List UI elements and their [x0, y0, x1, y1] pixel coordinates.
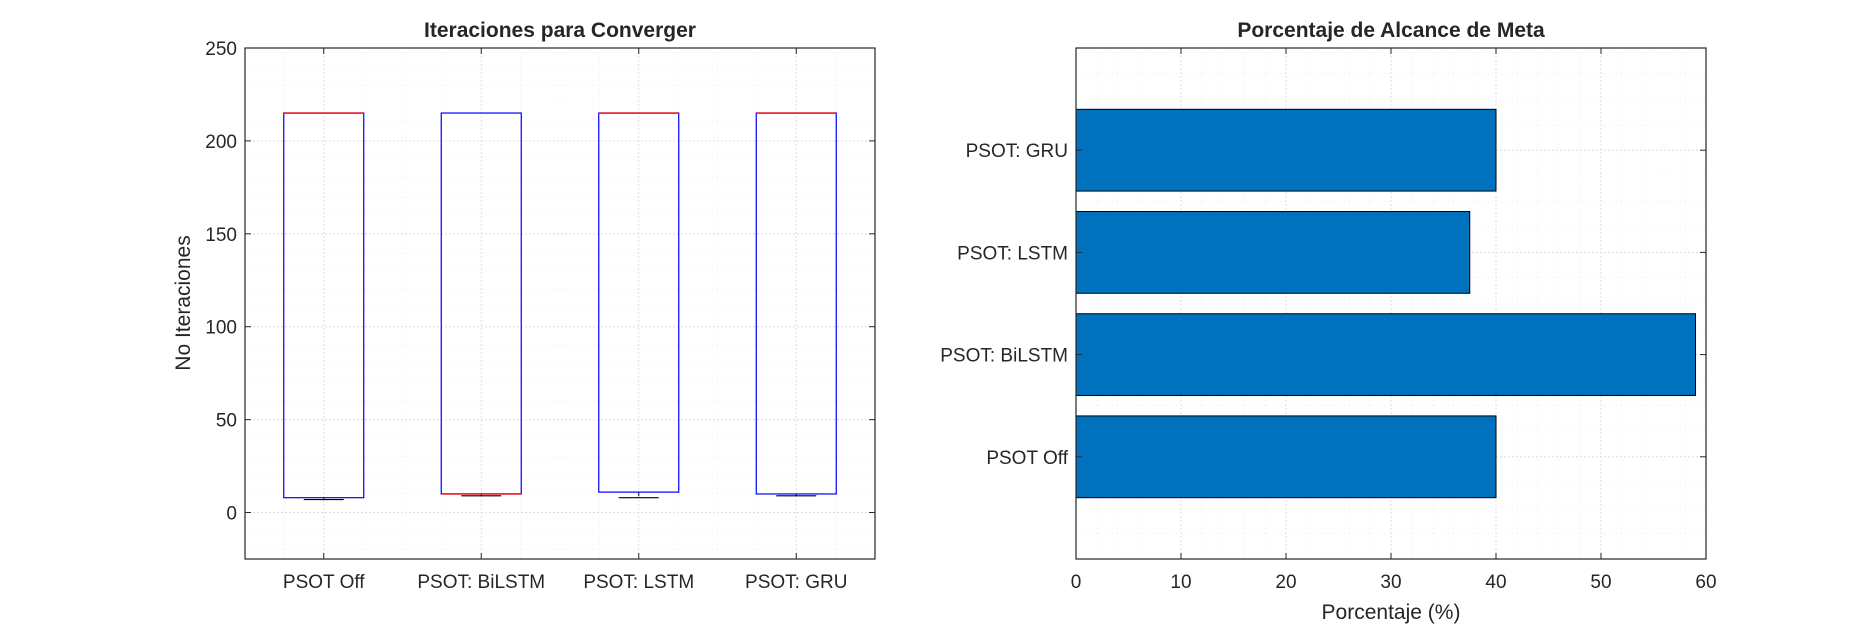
bar-xtick-label: 40 [1485, 572, 1506, 593]
bar-ytick-label: PSOT: BiLSTM [940, 346, 1068, 367]
bar [1075, 313, 1696, 396]
boxplot-ytick-label: 100 [205, 318, 237, 339]
boxplot-ticks: 0 50 100 150 200 250 PSOT Off PSOT: BiLSTM PSOT:… [205, 39, 875, 593]
bar-xtick-label: 50 [1590, 572, 1611, 593]
boxplot-axes-frame [244, 47, 876, 560]
boxplot-grid [245, 47, 875, 559]
bar-ytick-label: PSOT: GRU [966, 141, 1068, 162]
boxplot-ytick-label: 150 [205, 225, 237, 246]
boxplot-ytick-label: 250 [205, 39, 237, 60]
boxplot-marks [283, 112, 837, 501]
boxplot-xtick-label: PSOT Off [283, 572, 365, 593]
bar-xlabel: Porcentaje (%) [1322, 601, 1461, 624]
bar-xtick-label: 10 [1170, 572, 1191, 593]
bar-ytick-label: PSOT Off [986, 448, 1068, 469]
bar-ytick-label: PSOT: LSTM [957, 243, 1068, 264]
boxplot-xtick-label: PSOT: LSTM [583, 572, 694, 593]
boxplot-chart: 0 50 100 150 200 250 PSOT Off PSOT: BiLSTM PSOT:… [172, 19, 876, 593]
boxplot-ytick-label: 50 [216, 411, 237, 432]
bar-ticks: PSOT Off PSOT: BiLSTM PSOT: LSTM PSOT: GRU 0… [940, 48, 1717, 593]
boxplot-xtick-label: PSOT: GRU [745, 572, 847, 593]
bar-xtick-label: 0 [1071, 572, 1082, 593]
boxplot-ytick-label: 200 [205, 132, 237, 153]
bar-xtick-label: 60 [1695, 572, 1716, 593]
bar-marks [1075, 108, 1696, 499]
bar-xtick-label: 20 [1275, 572, 1296, 593]
bar [1075, 211, 1471, 294]
bar-chart: PSOT Off PSOT: BiLSTM PSOT: LSTM PSOT: GRU 0… [940, 19, 1716, 624]
boxplot-ylabel: No Iteraciones [172, 235, 195, 370]
bar-title: Porcentaje de Alcance de Meta [1237, 19, 1545, 42]
boxplot-xtick-label: PSOT: BiLSTM [417, 572, 545, 593]
bar-xtick-label: 30 [1380, 572, 1401, 593]
boxplot-ytick-label: 0 [226, 504, 237, 525]
boxplot-title: Iteraciones para Converger [424, 19, 696, 42]
bar [1075, 108, 1497, 192]
bar [1075, 415, 1497, 499]
